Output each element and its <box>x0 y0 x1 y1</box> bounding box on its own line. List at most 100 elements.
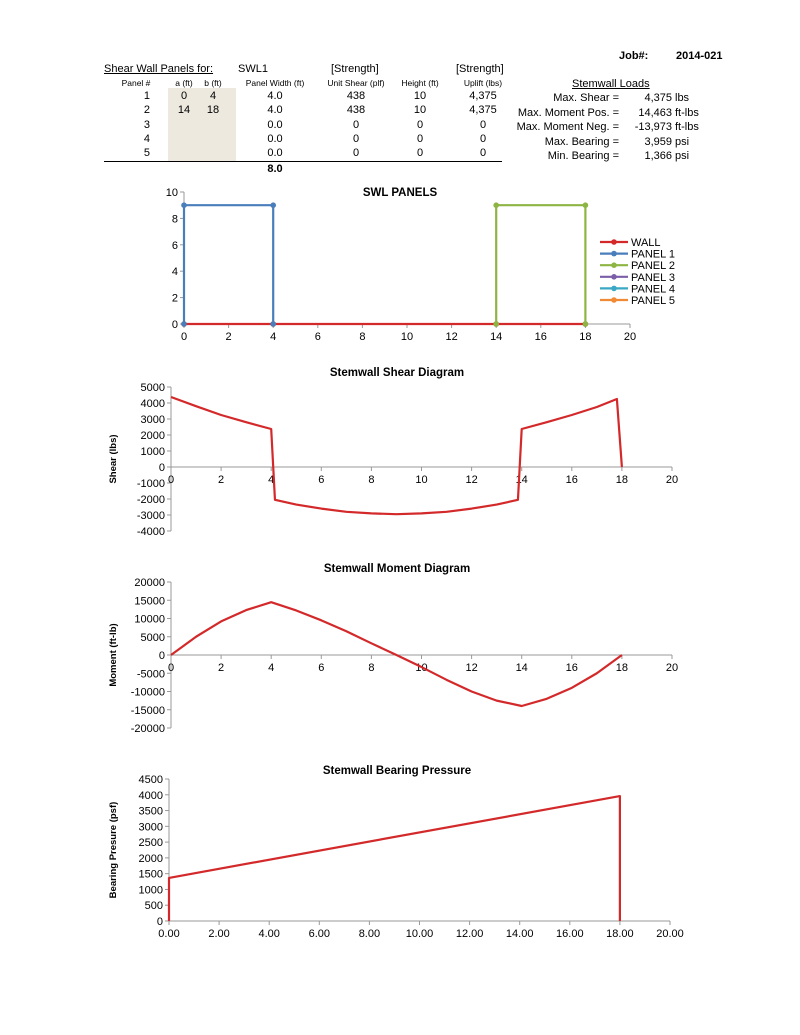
y-tick-label: 0 <box>159 462 165 474</box>
x-tick-label: 8 <box>368 474 374 486</box>
table-cell[interactable]: 4 <box>209 90 217 102</box>
strength-tag: [Strength] <box>456 63 504 75</box>
x-tick-label: 10 <box>401 331 413 343</box>
x-tick-label: 8 <box>368 662 374 674</box>
y-tick-label: -2000 <box>137 494 165 506</box>
y-tick-label: 2000 <box>139 853 163 865</box>
table-cell: 438 <box>346 104 366 117</box>
x-tick-label: 4.00 <box>258 928 279 940</box>
load-label: Max. Moment Neg. = <box>516 121 619 134</box>
y-tick-label: 500 <box>145 900 163 912</box>
table-cell: 3 <box>143 118 150 131</box>
column-header: b (ft) <box>204 78 222 88</box>
y-tick-label: 6 <box>172 240 178 252</box>
x-tick-label: 16.00 <box>556 928 584 940</box>
x-tick-label: 16 <box>535 331 547 343</box>
y-tick-label: 8 <box>172 213 178 225</box>
series-line <box>170 395 623 516</box>
table-cell: 438 <box>346 90 366 102</box>
x-tick-label: 8.00 <box>359 928 380 940</box>
chart-title: Stemwall Bearing Pressure <box>323 765 471 777</box>
y-tick-label: 4000 <box>139 790 163 802</box>
data-point <box>181 202 187 208</box>
table-cell[interactable]: 14 <box>177 104 191 117</box>
table-cell: 10 <box>413 104 427 117</box>
series-line <box>495 204 587 324</box>
x-tick-label: 14.00 <box>506 928 534 940</box>
x-tick-label: 6 <box>318 662 324 674</box>
y-tick-label: -5000 <box>137 668 165 680</box>
y-tick-label: 2 <box>172 293 178 305</box>
y-tick-label: 15000 <box>134 595 165 607</box>
y-axis-label: Shear (lbs) <box>108 434 119 483</box>
y-tick-label: 4 <box>172 266 178 278</box>
x-tick-label: 20 <box>624 331 636 343</box>
table-cell[interactable]: 0 <box>180 90 188 102</box>
y-tick-label: 3000 <box>139 821 163 833</box>
y-tick-label: 0 <box>172 319 178 331</box>
x-tick-label: 10.00 <box>406 928 434 940</box>
x-tick-label: 4 <box>268 662 274 674</box>
series-line <box>182 204 275 324</box>
y-tick-label: 5000 <box>141 632 165 644</box>
y-tick-label: 2000 <box>141 430 165 442</box>
x-tick-label: 12 <box>465 474 477 486</box>
table-cell: 4,375 <box>469 90 497 102</box>
data-point <box>582 202 589 208</box>
y-tick-label: 5000 <box>141 382 165 394</box>
y-tick-label: 1000 <box>139 884 163 896</box>
legend-label: PANEL 3 <box>631 272 675 284</box>
load-unit: lbs <box>675 92 690 104</box>
table-cell[interactable]: 18 <box>206 104 220 117</box>
load-unit: ft-lbs <box>675 106 699 119</box>
x-tick-label: 14 <box>490 331 502 343</box>
table-cell: 1 <box>143 90 150 102</box>
load-label: Max. Bearing = <box>544 135 619 148</box>
x-tick-label: 2.00 <box>208 928 229 940</box>
y-tick-label: 4500 <box>139 774 163 786</box>
x-tick-label: 8 <box>359 331 365 343</box>
table-cell: 2 <box>143 104 150 117</box>
y-tick-label: 1500 <box>139 869 163 881</box>
wall-id: SWL1 <box>238 63 268 75</box>
table-cell: 4 <box>143 132 150 145</box>
table-cell: 0.0 <box>267 147 283 160</box>
legend-label: PANEL 4 <box>631 283 675 295</box>
x-tick-label: 16 <box>566 474 578 486</box>
x-tick-label: 18 <box>579 331 591 343</box>
x-tick-label: 12.00 <box>456 928 484 940</box>
y-tick-label: 20000 <box>134 577 165 589</box>
table-cell: 0 <box>352 147 360 160</box>
load-value: 14,463 <box>638 106 672 119</box>
legend-label: PANEL 5 <box>631 295 675 307</box>
load-label: Max. Shear = <box>553 92 619 104</box>
x-tick-label: 0 <box>168 662 174 674</box>
column-header: Height (ft) <box>401 78 439 88</box>
x-tick-label: 10 <box>415 474 427 486</box>
table-cell: 0 <box>352 118 360 131</box>
x-tick-label: 0.00 <box>158 928 179 940</box>
load-value: 4,375 <box>644 92 672 104</box>
x-tick-label: 2 <box>218 662 224 674</box>
input-cells-bg <box>168 88 236 161</box>
total-width: 8.0 <box>267 163 283 175</box>
x-tick-label: 18.00 <box>606 928 634 940</box>
data-point <box>493 321 500 327</box>
y-tick-label: -3000 <box>137 510 165 522</box>
y-axis-label: Moment (ft-lb) <box>108 623 119 686</box>
y-tick-label: -10000 <box>131 687 165 699</box>
data-point <box>270 321 277 327</box>
table-cell: 0 <box>352 132 360 145</box>
chart-title: Stemwall Moment Diagram <box>324 563 470 575</box>
legend-label: PANEL 1 <box>631 249 675 261</box>
y-tick-label: 3500 <box>139 806 163 818</box>
load-unit: ft-lbs <box>675 121 699 134</box>
chart-title: Stemwall Shear Diagram <box>330 367 464 379</box>
load-value: 1,366 <box>644 150 672 163</box>
data-point <box>181 321 187 327</box>
series-line <box>167 794 622 921</box>
column-header: Unit Shear (plf) <box>327 78 385 88</box>
legend-marker <box>611 250 617 257</box>
table-cell: 0 <box>416 147 424 160</box>
